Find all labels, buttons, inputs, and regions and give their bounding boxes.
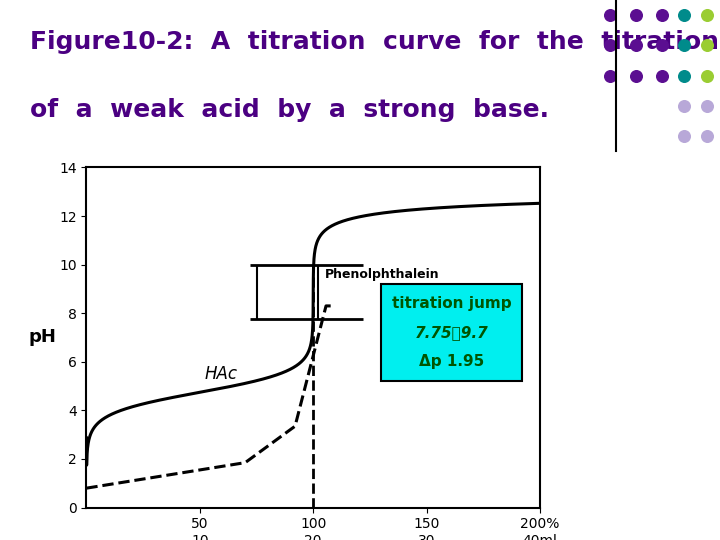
Text: Figure10-2:  A  titration  curve  for  the  titration: Figure10-2: A titration curve for the ti… — [30, 30, 719, 54]
Bar — [256, 265, 318, 319]
Point — [630, 41, 642, 50]
Point — [701, 71, 713, 80]
Text: Phenolphthalein: Phenolphthalein — [325, 268, 439, 281]
Text: Δp 1.95: Δp 1.95 — [419, 354, 484, 369]
Y-axis label: pH: pH — [29, 328, 56, 347]
Point — [656, 71, 667, 80]
Point — [678, 11, 690, 19]
Point — [656, 11, 667, 19]
Point — [678, 71, 690, 80]
Point — [678, 132, 690, 140]
Point — [678, 102, 690, 110]
Text: of  a  weak  acid  by  a  strong  base.: of a weak acid by a strong base. — [30, 98, 549, 122]
Point — [701, 132, 713, 140]
Point — [701, 102, 713, 110]
Point — [604, 11, 616, 19]
Point — [701, 41, 713, 50]
Point — [630, 11, 642, 19]
Point — [630, 71, 642, 80]
Point — [604, 71, 616, 80]
Point — [701, 11, 713, 19]
FancyBboxPatch shape — [382, 284, 522, 381]
Point — [678, 41, 690, 50]
Text: titration jump: titration jump — [392, 296, 511, 311]
Text: HAc: HAc — [204, 365, 238, 383]
Point — [604, 41, 616, 50]
Point — [656, 41, 667, 50]
Text: 7.75～9.7: 7.75～9.7 — [415, 325, 488, 340]
